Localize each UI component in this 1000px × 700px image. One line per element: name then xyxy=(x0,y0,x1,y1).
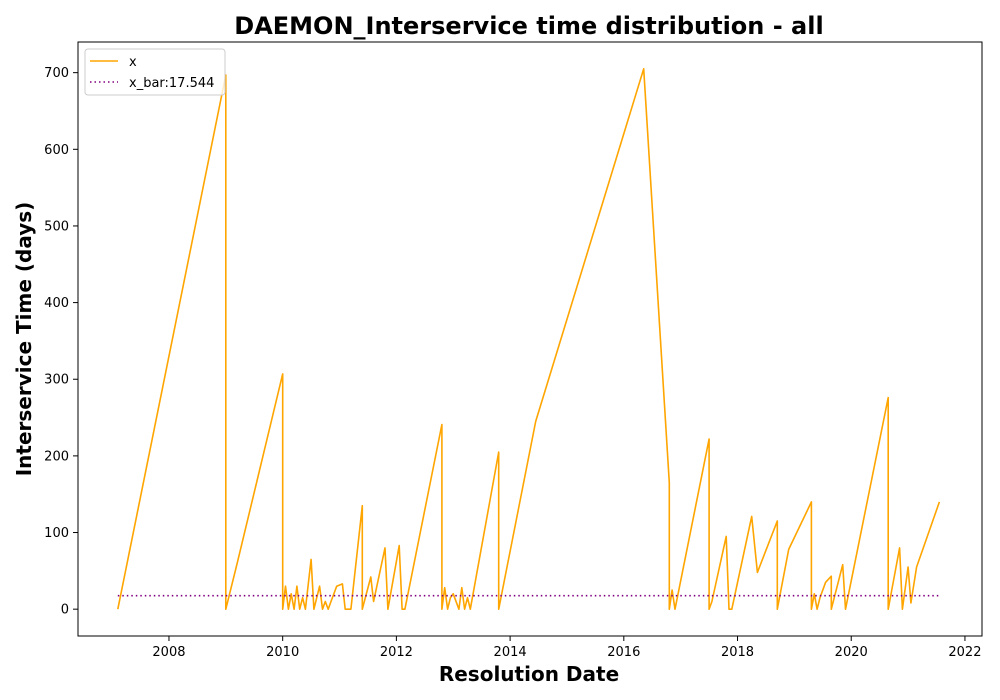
x-axis-title: Resolution Date xyxy=(439,662,619,686)
y-tick-label: 500 xyxy=(44,219,69,234)
series-layer xyxy=(117,68,941,611)
legend: x x_bar:17.544 xyxy=(84,48,226,96)
y-tick-label: 400 xyxy=(44,296,69,311)
x-tick-label: 2012 xyxy=(380,645,413,660)
y-axis-title: Interservice Time (days) xyxy=(12,202,36,477)
plot-frame xyxy=(77,41,983,637)
legend-box xyxy=(84,48,226,96)
y-tick-label: 0 xyxy=(61,603,69,618)
y-axis-ticks: 0 100 200 300 400 500 600 700 xyxy=(44,66,78,618)
legend-label-x-bar: x_bar:17.544 xyxy=(129,76,214,91)
x-tick-label: 2008 xyxy=(152,645,185,660)
x-tick-label: 2010 xyxy=(266,645,299,660)
x-tick-label: 2014 xyxy=(494,645,527,660)
x-tick-label: 2020 xyxy=(835,645,868,660)
x-axis-ticks: 2008 2010 2012 2014 2016 2018 2020 2022 xyxy=(152,636,981,660)
y-tick-label: 300 xyxy=(44,373,69,388)
y-tick-label: 600 xyxy=(44,143,69,158)
legend-label-x: x xyxy=(129,55,137,70)
x-tick-label: 2018 xyxy=(721,645,754,660)
y-tick-label: 200 xyxy=(44,449,69,464)
y-tick-label: 700 xyxy=(44,66,69,81)
x-tick-label: 2022 xyxy=(948,645,981,660)
series-line-x xyxy=(117,68,941,611)
chart-title: DAEMON_Interservice time distribution - … xyxy=(234,12,823,40)
y-tick-label: 100 xyxy=(44,526,69,541)
x-tick-label: 2016 xyxy=(607,645,640,660)
